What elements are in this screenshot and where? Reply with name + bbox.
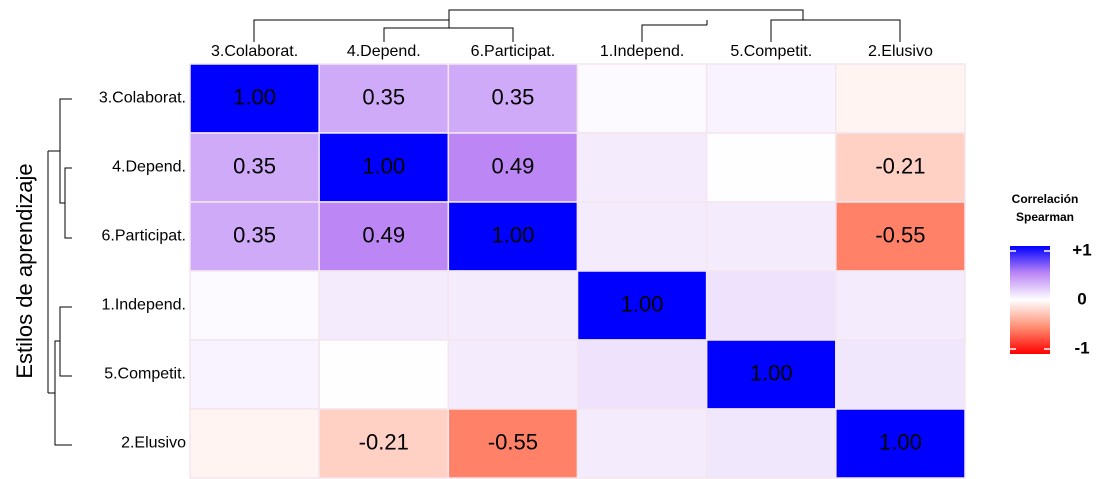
legend-title: Correlación <box>1012 192 1079 206</box>
row-label: 6.Participat. <box>102 228 186 245</box>
heatmap-cell <box>447 270 579 341</box>
heatmap-cell <box>705 270 837 341</box>
heatmap-cell <box>318 339 450 410</box>
cell-label: 0.35 <box>492 84 535 109</box>
column-label: 2.Elusivo <box>868 43 933 60</box>
heatmap-cell <box>705 339 837 410</box>
cell-label: 0.35 <box>233 222 276 247</box>
column-label: 6.Participat. <box>471 43 555 60</box>
heatmap-cell <box>576 339 708 410</box>
heatmap-cell <box>835 408 966 479</box>
heatmap-cell <box>318 201 450 272</box>
heatmap-cell <box>447 339 579 410</box>
row-dendrogram <box>47 98 72 446</box>
cell-label: -0.55 <box>875 222 925 247</box>
column-label: 1.Independ. <box>600 43 685 60</box>
cell-label: 1.00 <box>879 429 922 454</box>
colorbar-tick-label: 0 <box>1077 289 1086 308</box>
heatmap-cell <box>447 63 579 134</box>
colorbar <box>1010 246 1050 354</box>
heatmap-cell <box>318 408 450 479</box>
heatmap-cell <box>835 132 966 203</box>
heatmap-cell <box>705 63 837 134</box>
y-axis-label: Estilos de aprendizaje <box>12 163 37 378</box>
column-label: 3.Colaborat. <box>211 43 298 60</box>
column-dendrogram <box>253 9 901 42</box>
row-label: 1.Independ. <box>101 297 186 314</box>
column-label: 5.Competit. <box>730 43 812 60</box>
cell-label: 1.00 <box>492 222 535 247</box>
colorbar-tick-label: +1 <box>1072 240 1091 259</box>
heatmap-cell <box>189 408 320 479</box>
heatmap-cell <box>835 63 966 134</box>
cell-label: 0.49 <box>492 153 535 178</box>
cell-label: -0.55 <box>488 429 538 454</box>
heatmap-cell <box>189 201 320 272</box>
row-label: 4.Depend. <box>112 159 186 176</box>
heatmap-cell <box>576 132 708 203</box>
heatmap-cell <box>447 201 579 272</box>
heatmap-cell <box>705 201 837 272</box>
row-label: 3.Colaborat. <box>99 90 186 107</box>
heatmap-cell <box>576 63 708 134</box>
cell-label: 1.00 <box>621 291 664 316</box>
column-label: 4.Depend. <box>347 43 421 60</box>
heatmap-cell <box>705 408 837 479</box>
cell-label: 0.35 <box>233 153 276 178</box>
row-label: 2.Elusivo <box>121 435 186 452</box>
heatmap-cell <box>189 63 320 134</box>
heatmap-cell <box>576 201 708 272</box>
heatmap-cell <box>189 270 320 341</box>
cell-label: -0.21 <box>359 429 409 454</box>
colorbar-tick-label: -1 <box>1074 338 1089 357</box>
cell-label: 1.00 <box>750 360 793 385</box>
heatmap-cell <box>318 63 450 134</box>
row-label: 5.Competit. <box>104 366 186 383</box>
legend-title: Spearman <box>1016 210 1074 224</box>
heatmap-cell <box>576 408 708 479</box>
cell-label: 1.00 <box>362 153 405 178</box>
heatmap-cell <box>835 339 966 410</box>
heatmap-cell <box>447 408 579 479</box>
cell-label: 0.49 <box>362 222 405 247</box>
heatmap-cell <box>835 270 966 341</box>
cell-label: 1.00 <box>233 84 276 109</box>
cell-label: -0.21 <box>875 153 925 178</box>
heatmap-cell <box>318 270 450 341</box>
cell-label: 0.35 <box>362 84 405 109</box>
heatmap-cell <box>189 339 320 410</box>
heatmap-cell <box>705 132 837 203</box>
heatmap-cell <box>576 270 708 341</box>
